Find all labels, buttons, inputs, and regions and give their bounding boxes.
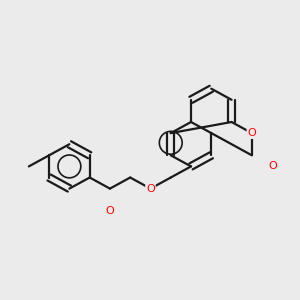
Text: O: O bbox=[146, 184, 155, 194]
Text: O: O bbox=[106, 206, 114, 216]
Text: O: O bbox=[269, 161, 278, 171]
Text: O: O bbox=[248, 128, 256, 138]
